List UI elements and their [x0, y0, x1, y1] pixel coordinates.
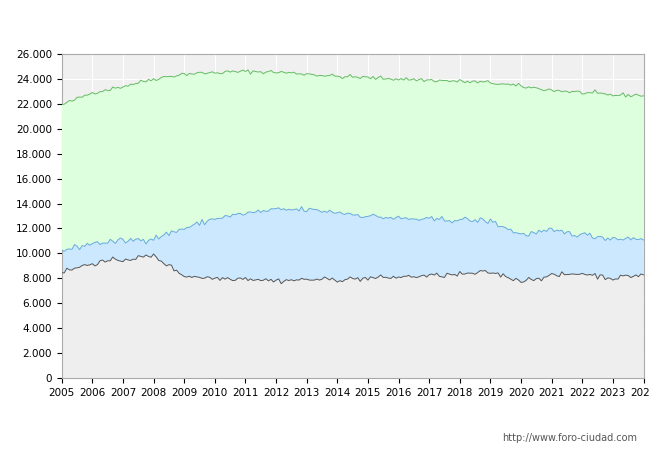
Text: Petrer - Evolucion de la poblacion en edad de Trabajar Mayo de 2024: Petrer - Evolucion de la poblacion en ed… [85, 17, 565, 31]
Text: http://www.foro-ciudad.com: http://www.foro-ciudad.com [502, 433, 637, 443]
